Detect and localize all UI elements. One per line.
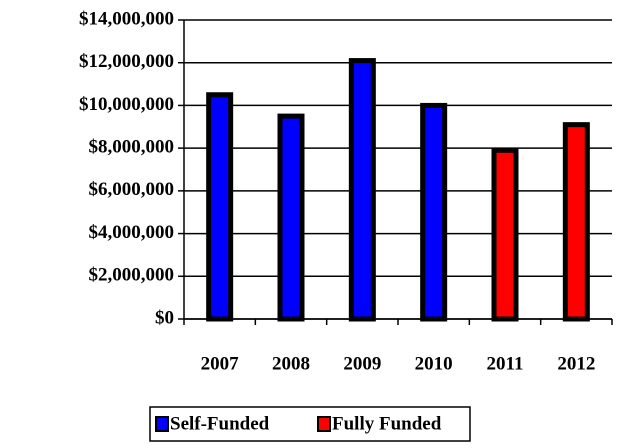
bar <box>562 122 590 322</box>
x-tick-label: 2008 <box>272 353 310 374</box>
legend-swatch <box>317 416 331 432</box>
bar <box>420 102 448 322</box>
y-tick-label: $6,000,000 <box>89 179 175 200</box>
bar <box>491 147 519 322</box>
x-tick-label: 2007 <box>201 353 240 374</box>
x-tick-label: 2011 <box>487 353 524 374</box>
legend-box <box>149 406 471 442</box>
y-tick-label: $8,000,000 <box>89 137 175 158</box>
x-tick-label: 2010 <box>415 353 453 374</box>
y-tick-label: $12,000,000 <box>79 51 174 72</box>
y-tick-label: $2,000,000 <box>89 265 175 286</box>
bar <box>277 113 305 322</box>
legend-label: Fully Funded <box>332 413 442 434</box>
y-tick-label: $0 <box>155 307 174 328</box>
y-tick-label: $14,000,000 <box>79 8 174 29</box>
x-tick-label: 2009 <box>343 353 381 374</box>
bar <box>206 92 234 322</box>
x-tick-label: 2012 <box>557 353 595 374</box>
y-tick-label: $10,000,000 <box>79 94 174 115</box>
y-tick-label: $4,000,000 <box>89 222 175 243</box>
legend-swatch <box>155 416 169 432</box>
bar <box>348 58 376 322</box>
legend-label: Self-Funded <box>170 413 270 434</box>
